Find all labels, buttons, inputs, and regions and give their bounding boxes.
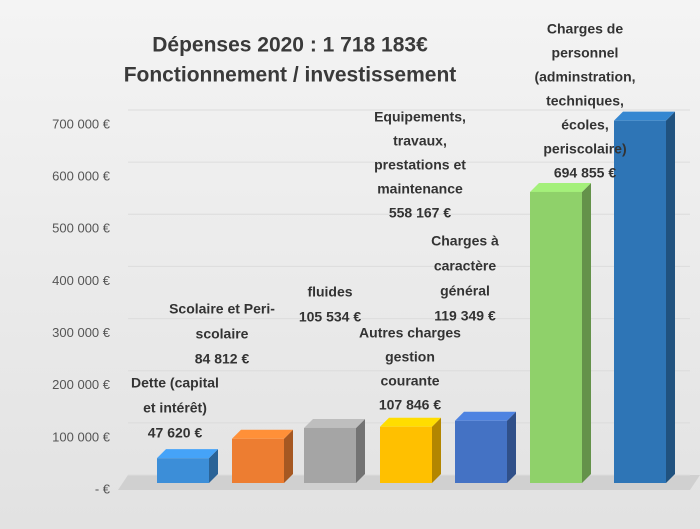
bar-side — [507, 411, 516, 483]
bar-front — [614, 120, 666, 484]
bar-top — [380, 417, 441, 427]
category-label: Dette (capital — [131, 375, 219, 391]
category-label: courante — [380, 373, 439, 389]
bar-front — [157, 458, 209, 483]
y-tick-label: 700 000 € — [52, 116, 111, 131]
category-label: et intérêt) — [143, 400, 207, 416]
bar-side — [582, 182, 591, 483]
category-label: gestion — [385, 349, 435, 365]
bar-front — [530, 191, 582, 483]
bar-front — [455, 420, 507, 483]
chart-subtitle: Fonctionnement / investissement — [124, 64, 457, 87]
y-tick-label: - € — [95, 481, 111, 496]
bar-front — [304, 427, 356, 483]
bar-front — [380, 426, 432, 483]
bar — [455, 411, 516, 483]
bar — [614, 111, 675, 484]
bar-front — [232, 438, 284, 483]
category-label: maintenance — [377, 181, 463, 197]
y-tick-label: 200 000 € — [52, 377, 111, 392]
category-label: Equipements, — [374, 109, 466, 125]
category-label: Charges à — [431, 233, 499, 249]
category-label: travaux, — [393, 133, 447, 149]
y-tick-label: 600 000 € — [52, 169, 111, 184]
y-tick-label: 300 000 € — [52, 325, 111, 340]
category-label: scolaire — [196, 326, 249, 342]
bar — [157, 449, 218, 483]
category-label: periscolaire) — [543, 141, 626, 157]
y-tick-label: 400 000 € — [52, 273, 111, 288]
value-label: 47 620 € — [148, 425, 203, 441]
bar-top — [530, 182, 591, 192]
value-label: 105 534 € — [299, 309, 361, 325]
category-label: Charges de — [547, 21, 623, 37]
value-label: 84 812 € — [195, 351, 250, 367]
bar-top — [232, 429, 293, 439]
chart-title: Dépenses 2020 : 1 718 183€ — [152, 34, 428, 57]
value-label: 694 855 € — [554, 165, 616, 181]
category-label: Scolaire et Peri- — [169, 301, 275, 317]
bar-top — [157, 449, 218, 459]
bar — [304, 418, 365, 483]
category-label: général — [440, 283, 490, 299]
bar-top — [455, 411, 516, 421]
y-tick-label: 100 000 € — [52, 429, 111, 444]
bar-side — [209, 449, 218, 483]
category-label: caractère — [434, 258, 496, 274]
bar — [380, 417, 441, 483]
y-tick-label: 500 000 € — [52, 221, 111, 236]
bar-top — [304, 418, 365, 428]
category-label: prestations et — [374, 157, 466, 173]
category-label: techniques, — [546, 93, 624, 109]
category-label: Autres charges — [359, 325, 461, 341]
bar-side — [284, 429, 293, 483]
bar-side — [356, 418, 365, 483]
category-label: personnel — [552, 45, 619, 61]
bar-top — [614, 111, 675, 121]
bar-side — [666, 111, 675, 484]
bar-side — [432, 417, 441, 483]
category-label: (adminstration, — [534, 69, 635, 85]
category-label: écoles, — [561, 117, 608, 133]
value-label: 558 167 € — [389, 205, 451, 221]
value-label: 107 846 € — [379, 397, 441, 413]
bar — [530, 182, 591, 483]
category-label: fluides — [307, 284, 352, 300]
value-label: 119 349 € — [434, 308, 496, 324]
bar — [232, 429, 293, 483]
